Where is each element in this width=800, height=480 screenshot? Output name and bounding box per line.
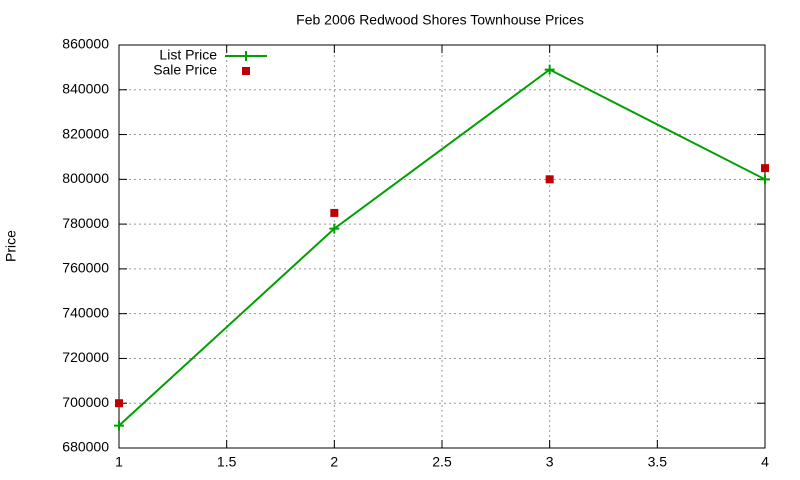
y-tick-label: 840000 (62, 80, 109, 96)
x-tick-label: 3.5 (648, 454, 668, 470)
point (544, 64, 555, 75)
point (761, 164, 769, 173)
point (329, 223, 340, 234)
y-tick-label: 760000 (62, 260, 109, 276)
y-tick-label: 700000 (62, 394, 109, 410)
y-tick-label: 860000 (62, 36, 109, 52)
point (760, 174, 770, 185)
y-tick-label: 680000 (62, 439, 109, 455)
y-tick-label: 820000 (62, 125, 109, 141)
y-tick-label: 780000 (62, 215, 109, 231)
y-tick-label: 800000 (62, 170, 109, 186)
x-tick-label: 2.5 (432, 454, 452, 470)
point (114, 420, 124, 431)
y-tick-label: 720000 (62, 349, 109, 365)
y-axis-label: Price (3, 230, 19, 262)
series-line (118, 68, 766, 427)
legend-label: Sale Price (153, 62, 217, 78)
legend-label: List Price (159, 47, 217, 63)
x-tick-label: 2 (330, 454, 338, 470)
point (115, 399, 123, 408)
chart-title: Feb 2006 Redwood Shores Townhouse Prices (296, 12, 584, 28)
point (545, 175, 554, 184)
legend-marker (241, 51, 251, 61)
y-tick-label: 740000 (62, 304, 109, 320)
legend-marker (242, 67, 250, 75)
point (330, 208, 339, 217)
x-tick-label: 1.5 (217, 454, 237, 470)
plot-frame (118, 44, 766, 449)
x-tick-label: 1 (115, 454, 123, 470)
x-tick-label: 4 (761, 454, 769, 470)
x-tick-label: 3 (546, 454, 554, 470)
